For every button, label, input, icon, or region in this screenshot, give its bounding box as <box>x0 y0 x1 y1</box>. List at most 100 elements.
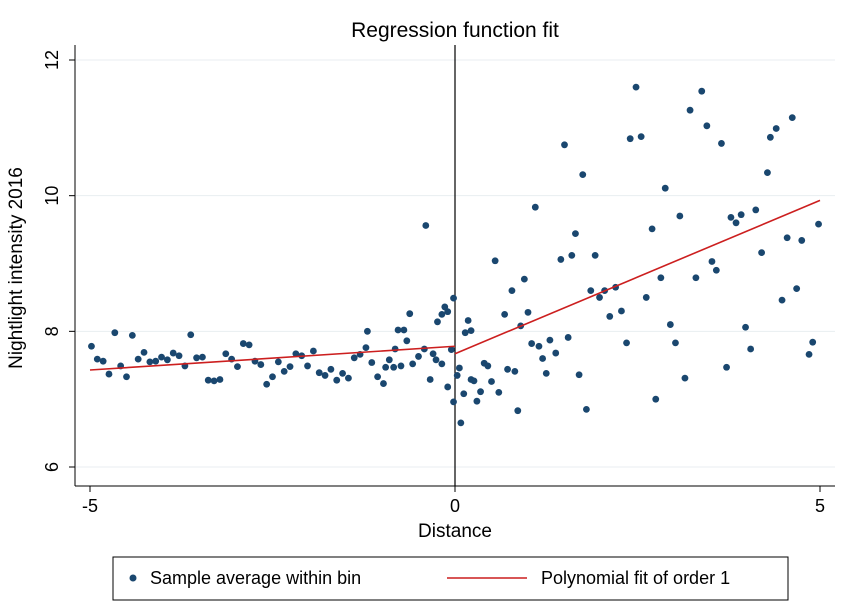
scatter-point <box>626 135 634 143</box>
y-tick-label: 6 <box>42 462 62 472</box>
scatter-point <box>727 213 735 221</box>
scatter-point <box>426 376 434 383</box>
scatter-point <box>450 398 457 406</box>
scatter-point <box>292 350 300 358</box>
scatter-point <box>187 331 195 339</box>
scatter-point <box>239 340 247 347</box>
scatter-point <box>438 360 446 368</box>
scatter-points <box>88 83 822 427</box>
scatter-point <box>321 372 329 379</box>
scatter-point <box>257 361 265 368</box>
scatter-point <box>742 323 749 331</box>
scatter-point <box>524 308 532 316</box>
scatter-point <box>88 342 95 350</box>
y-tick-label: 10 <box>42 186 62 206</box>
scatter-point <box>737 211 745 219</box>
scatter-point <box>123 373 130 381</box>
scatter-point <box>477 388 484 396</box>
scatter-point <box>788 114 796 122</box>
scatter-point <box>362 344 370 352</box>
scatter-point <box>304 362 311 370</box>
scatter-point <box>557 256 565 263</box>
scatter-point <box>484 362 492 370</box>
fit-line-segment <box>454 199 821 355</box>
scatter-point <box>758 249 765 257</box>
scatter-point <box>723 363 730 371</box>
scatter-point <box>444 383 452 391</box>
scatter-point <box>175 352 183 360</box>
scatter-point <box>385 356 393 364</box>
scatter-point <box>415 353 422 360</box>
scatter-point <box>309 347 317 355</box>
scatter-point <box>134 355 142 363</box>
scatter-point <box>327 365 335 373</box>
scatter-point <box>623 339 630 347</box>
scatter-point <box>747 345 755 353</box>
scatter-point <box>333 376 341 384</box>
scatter-point <box>315 369 323 377</box>
scatter-point <box>394 326 402 334</box>
scatter-point <box>460 390 468 398</box>
scatter-point <box>163 356 171 364</box>
scatter-point <box>596 294 603 301</box>
x-ticks: -5 0 5 <box>82 486 825 516</box>
scatter-point <box>712 266 720 274</box>
scatter-point <box>105 370 113 378</box>
scatter-point <box>561 141 568 149</box>
x-tick-label: 0 <box>450 496 460 516</box>
scatter-point <box>552 349 560 357</box>
scatter-point <box>511 367 519 375</box>
y-axis-label: Nightlight intensity 2016 <box>6 167 27 369</box>
scatter-point <box>520 275 528 283</box>
scatter-point <box>111 329 119 337</box>
scatter-point <box>222 350 230 358</box>
scatter-point <box>648 225 656 233</box>
scatter-point <box>93 355 101 363</box>
fit-line-segment <box>89 345 456 371</box>
scatter-point <box>447 346 455 354</box>
scatter-point <box>606 313 614 320</box>
scatter-point <box>464 317 472 324</box>
scatter-point <box>783 234 791 242</box>
scatter-point <box>686 106 694 114</box>
scatter-point <box>504 365 511 373</box>
scatter-point <box>280 367 288 375</box>
scatter-point <box>698 87 706 95</box>
legend-label-fit: Polynomial fit of order 1 <box>541 568 730 588</box>
scatter-point <box>406 310 414 318</box>
scatter-point <box>199 353 206 361</box>
scatter-point <box>438 310 446 318</box>
scatter-point <box>158 353 165 361</box>
scatter-point <box>368 359 376 366</box>
scatter-point <box>766 133 774 141</box>
scatter-point <box>539 355 546 362</box>
scatter-point <box>374 373 382 381</box>
scatter-point <box>457 419 465 427</box>
scatter-point <box>632 83 640 91</box>
scatter-point <box>798 237 806 244</box>
scatter-point <box>339 369 346 377</box>
scatter-point <box>681 374 689 382</box>
scatter-point <box>390 363 398 371</box>
fit-lines <box>89 199 821 371</box>
scatter-point <box>193 354 200 362</box>
scatter-point <box>234 363 241 371</box>
scatter-point <box>501 310 509 318</box>
scatter-point <box>403 337 411 345</box>
scatter-point <box>274 358 282 366</box>
scatter-point <box>514 407 522 415</box>
scatter-point <box>491 257 499 265</box>
scatter-point <box>508 287 516 295</box>
scatter-point <box>467 327 475 335</box>
scatter-point <box>152 357 160 365</box>
scatter-point <box>718 140 725 147</box>
x-tick-label: -5 <box>82 496 98 516</box>
scatter-point <box>752 206 760 214</box>
scatter-point <box>809 338 817 346</box>
scatter-point <box>564 334 572 341</box>
scatter-point <box>269 373 276 381</box>
scatter-point <box>642 294 650 301</box>
scatter-point <box>146 358 154 366</box>
scatter-point <box>692 274 700 282</box>
